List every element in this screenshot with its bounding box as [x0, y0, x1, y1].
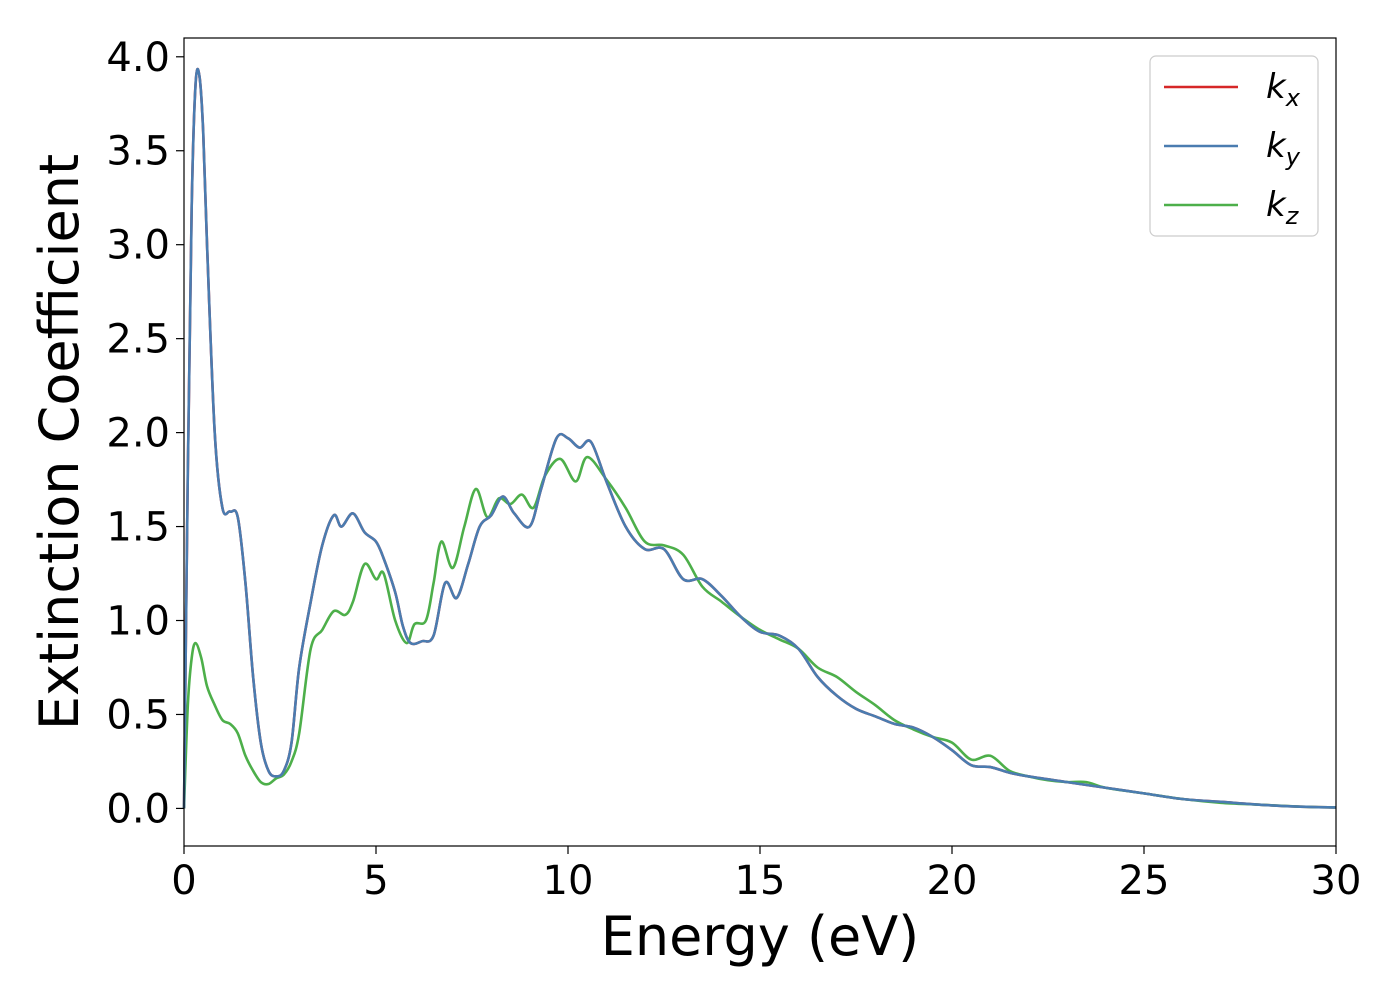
series-line-ky: [182, 67, 1337, 809]
legend-label-kx: kx: [1266, 67, 1301, 112]
legend-label-subscript: x: [1285, 84, 1301, 112]
y-tick-label: 1.5: [106, 505, 170, 551]
y-tick-label: 3.0: [106, 223, 170, 269]
legend-label-base: k: [1266, 185, 1287, 225]
legend-label-base: k: [1266, 67, 1287, 107]
y-tick-label: 0.0: [106, 786, 170, 832]
y-tick-label: 1.0: [106, 599, 170, 645]
x-tick-label: 20: [927, 858, 978, 904]
y-tick-label: 3.5: [106, 129, 170, 175]
x-axis-ticks: 0 5 10 15 20 25 30: [171, 846, 1361, 904]
x-tick-label: 10: [543, 858, 594, 904]
x-tick-label: 30: [1311, 858, 1362, 904]
legend-label-base: k: [1266, 126, 1287, 166]
legend-label-kz: kz: [1266, 185, 1300, 230]
x-tick-label: 25: [1119, 858, 1170, 904]
plot-background: [184, 38, 1336, 846]
x-tick-label: 0: [171, 858, 196, 904]
x-tick-label: 15: [735, 858, 786, 904]
y-tick-label: 2.0: [106, 411, 170, 457]
series-line-kz: [182, 455, 1337, 809]
legend-label-subscript: z: [1285, 202, 1300, 230]
y-tick-label: 4.0: [106, 35, 170, 81]
legend-label-subscript: y: [1285, 143, 1301, 171]
y-tick-label: 0.5: [106, 692, 170, 738]
y-tick-label: 2.5: [106, 317, 170, 363]
legend-label-ky: ky: [1266, 126, 1301, 171]
y-axis-label: Extinction Coefficient: [28, 154, 91, 730]
x-tick-label: 5: [363, 858, 388, 904]
series-lines: [182, 67, 1337, 809]
x-axis-label: Energy (eV): [601, 905, 920, 968]
y-axis-ticks: 0.0 0.5 1.0 1.5 2.0 2.5 3.0 3.5 4.0: [106, 35, 184, 832]
